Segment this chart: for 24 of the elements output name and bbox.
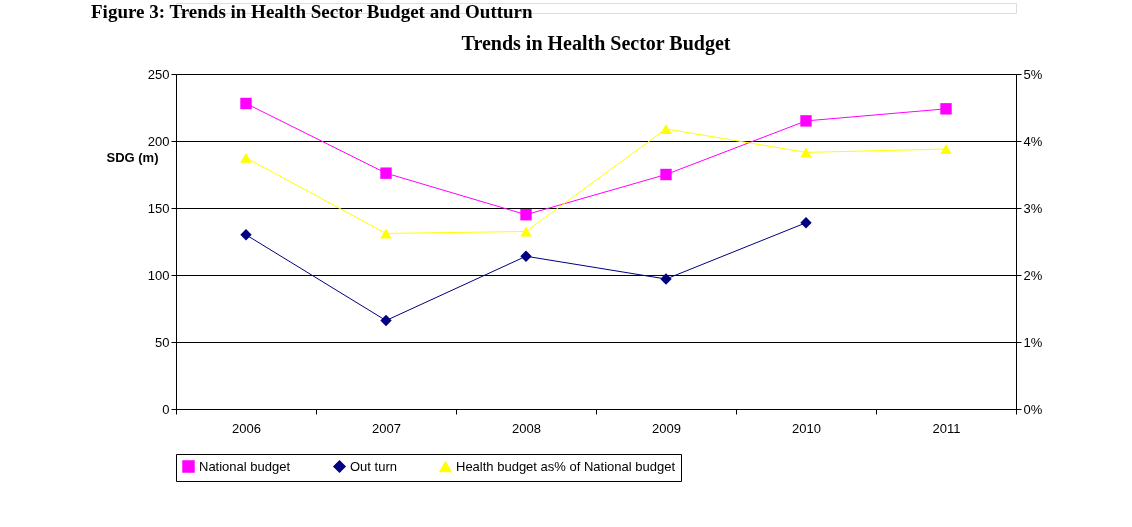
y2-tick-label: 2%: [1023, 267, 1043, 283]
y2-tick-label: 0%: [1023, 401, 1043, 417]
y2-tick-label: 4%: [1023, 133, 1043, 149]
legend-label: Health budget as% of National budget: [456, 458, 676, 474]
x-tick-label: 2009: [652, 420, 681, 436]
x-tick-label: 2011: [932, 420, 961, 436]
y-tick-label: 150: [147, 200, 170, 216]
y-tick-label: 0: [162, 401, 170, 417]
y2-tick-label: 3%: [1023, 200, 1043, 216]
y2-tick-label: 5%: [1023, 66, 1043, 82]
x-tick-label: 2008: [512, 420, 541, 436]
x-tick-label: 2010: [792, 420, 821, 436]
y2-tick-label: 1%: [1023, 334, 1043, 350]
legend-label: National budget: [199, 458, 291, 474]
y-tick-label: 50: [155, 334, 170, 350]
caption: Figure 3: Trends in Health Sector Budget and Outturn: [91, 1, 534, 22]
y-tick-label: 250: [147, 66, 170, 82]
legend-label: Out turn: [350, 458, 397, 474]
y-axis-title: SDG (m): [106, 149, 159, 165]
x-tick-label: 2006: [232, 420, 261, 436]
y-tick-label: 200: [147, 133, 170, 149]
chart-title: Trends in Health Sector Budget: [461, 32, 731, 55]
y-tick-label: 100: [147, 267, 170, 283]
x-tick-label: 2007: [372, 420, 401, 436]
